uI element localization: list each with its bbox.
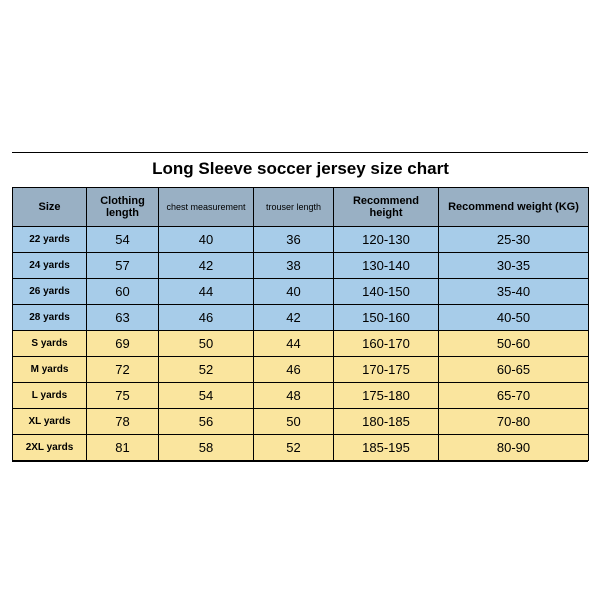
table-row: M yards 72 52 46 170-175 60-65 [13,357,589,383]
col-size: Size [13,188,87,227]
cell: 72 [87,357,159,383]
cell: 65-70 [439,383,589,409]
cell: 40-50 [439,305,589,331]
cell-size: 24 yards [13,253,87,279]
table-row: 2XL yards 81 58 52 185-195 80-90 [13,435,589,461]
cell: 42 [254,305,334,331]
cell: 170-175 [334,357,439,383]
cell: 38 [254,253,334,279]
cell: 130-140 [334,253,439,279]
cell: 50 [159,331,254,357]
col-height: Recommend height [334,188,439,227]
cell: 30-35 [439,253,589,279]
cell: 160-170 [334,331,439,357]
size-chart-container: { "title": "Long Sleeve soccer jersey si… [12,152,588,462]
table-row: S yards 69 50 44 160-170 50-60 [13,331,589,357]
cell: 40 [159,227,254,253]
cell: 56 [159,409,254,435]
cell: 185-195 [334,435,439,461]
cell: 40 [254,279,334,305]
cell: 50 [254,409,334,435]
table-row: 28 yards 63 46 42 150-160 40-50 [13,305,589,331]
cell: 120-130 [334,227,439,253]
col-chest: chest measurement [159,188,254,227]
cell-size: S yards [13,331,87,357]
cell: 78 [87,409,159,435]
table-row: 24 yards 57 42 38 130-140 30-35 [13,253,589,279]
cell-size: 28 yards [13,305,87,331]
cell-size: XL yards [13,409,87,435]
cell: 42 [159,253,254,279]
cell: 70-80 [439,409,589,435]
cell: 60-65 [439,357,589,383]
col-weight: Recommend weight (KG) [439,188,589,227]
cell: 44 [159,279,254,305]
size-chart-table: Long Sleeve soccer jersey size chart Siz… [12,153,589,461]
header-row: Size Clothing length chest measurement t… [13,188,589,227]
cell: 35-40 [439,279,589,305]
cell-size: L yards [13,383,87,409]
cell-size: 26 yards [13,279,87,305]
col-trouser: trouser length [254,188,334,227]
cell: 60 [87,279,159,305]
cell: 48 [254,383,334,409]
cell: 63 [87,305,159,331]
chart-title: Long Sleeve soccer jersey size chart [13,153,589,188]
table-row: 22 yards 54 40 36 120-130 25-30 [13,227,589,253]
cell: 58 [159,435,254,461]
table-row: L yards 75 54 48 175-180 65-70 [13,383,589,409]
cell: 44 [254,331,334,357]
table-row: 26 yards 60 44 40 140-150 35-40 [13,279,589,305]
col-clothing: Clothing length [87,188,159,227]
cell: 36 [254,227,334,253]
cell: 46 [159,305,254,331]
cell: 69 [87,331,159,357]
table-body: 22 yards 54 40 36 120-130 25-30 24 yards… [13,227,589,461]
cell: 50-60 [439,331,589,357]
table-row: XL yards 78 56 50 180-185 70-80 [13,409,589,435]
cell: 54 [159,383,254,409]
cell: 81 [87,435,159,461]
cell-size: 2XL yards [13,435,87,461]
cell: 80-90 [439,435,589,461]
cell: 57 [87,253,159,279]
cell: 175-180 [334,383,439,409]
cell: 75 [87,383,159,409]
cell: 46 [254,357,334,383]
cell: 54 [87,227,159,253]
cell: 52 [159,357,254,383]
cell-size: 22 yards [13,227,87,253]
cell: 180-185 [334,409,439,435]
cell: 52 [254,435,334,461]
cell: 140-150 [334,279,439,305]
cell: 25-30 [439,227,589,253]
cell: 150-160 [334,305,439,331]
cell-size: M yards [13,357,87,383]
